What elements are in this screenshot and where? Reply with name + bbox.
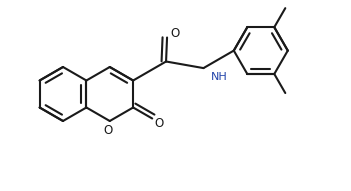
Text: O: O — [154, 117, 164, 130]
Text: O: O — [171, 27, 180, 40]
Text: NH: NH — [211, 72, 227, 82]
Text: O: O — [103, 124, 112, 137]
